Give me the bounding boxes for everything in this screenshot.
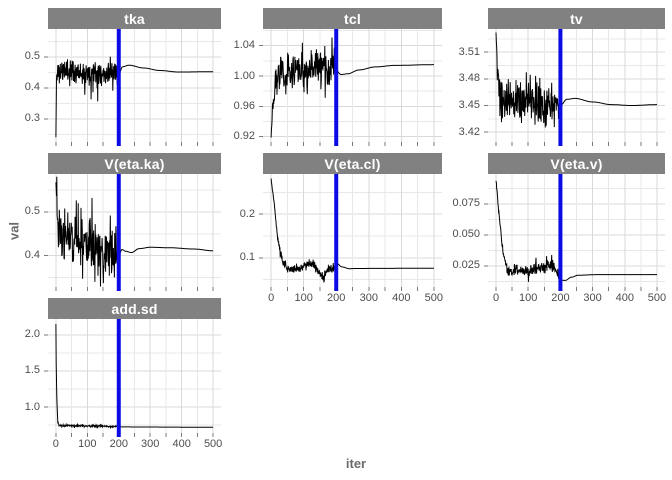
- facet-title: tv: [570, 10, 583, 27]
- x-tick-label: 300: [359, 292, 378, 304]
- y-tick-label: 0.4: [24, 81, 40, 94]
- y-tick-label: 3.42: [458, 125, 480, 138]
- plot-area: [484, 29, 665, 146]
- x-tick-label: 200: [551, 292, 570, 304]
- y-tick-label: 1.0: [24, 400, 40, 413]
- x-tick-label: 100: [78, 438, 97, 450]
- facet-strip: tka: [48, 8, 221, 29]
- gridlines: [263, 29, 442, 142]
- axis-ticks: [44, 211, 214, 291]
- trace-line: [495, 180, 657, 282]
- gridlines: [48, 319, 221, 433]
- plot-area: [44, 29, 221, 146]
- x-tick-label: 300: [141, 438, 160, 450]
- facet-strip: tv: [488, 8, 665, 29]
- y-tick-label: 1.00: [233, 69, 255, 82]
- x-tick-label: 300: [583, 292, 602, 304]
- y-tick-label: 1.04: [233, 39, 255, 52]
- plot-area: [259, 29, 442, 146]
- x-tick-label: 500: [647, 292, 667, 304]
- y-tick-label: 0.050: [452, 228, 480, 241]
- facet-title: V(eta.cl): [324, 155, 381, 172]
- y-tick-label: 0.025: [452, 259, 480, 272]
- facet-strip: V(eta.cl): [263, 153, 442, 174]
- facet-strip: add.sd: [48, 298, 221, 319]
- y-tick-label: 0.92: [233, 130, 255, 143]
- x-tick-label: 200: [109, 438, 128, 450]
- gridlines: [488, 29, 665, 142]
- x-tick-label: 400: [615, 292, 634, 304]
- facet-strip: V(eta.ka): [48, 153, 221, 174]
- y-tick-label: 0.5: [24, 50, 40, 63]
- trace-line: [55, 176, 214, 287]
- x-tick-label: 0: [52, 438, 59, 450]
- x-tick-label: 400: [172, 438, 191, 450]
- x-tick-label: 400: [392, 292, 411, 304]
- facet-title: tcl: [344, 10, 361, 27]
- y-tick-label: 0.5: [24, 205, 40, 218]
- axis-ticks: [44, 334, 214, 437]
- axis-ticks: [484, 51, 658, 146]
- facet-strip: V(eta.v): [488, 153, 665, 174]
- x-tick-label: 500: [203, 438, 223, 450]
- y-tick-label: 0.1: [239, 251, 255, 264]
- facet-title: V(eta.v): [550, 155, 603, 172]
- axis-ticks: [484, 203, 658, 291]
- x-tick-label: 100: [294, 292, 313, 304]
- x-axis-title: iter: [345, 456, 367, 471]
- y-tick-label: 1.5: [24, 364, 40, 377]
- x-tick-label: 100: [519, 292, 538, 304]
- y-tick-label: 0.96: [233, 99, 255, 112]
- facet-title: add.sd: [111, 300, 158, 317]
- x-tick-label: 0: [268, 292, 275, 304]
- trace-line: [495, 32, 657, 128]
- x-tick-label: 200: [327, 292, 346, 304]
- y-tick-label: 2.0: [24, 328, 40, 341]
- plot-area: [259, 174, 442, 291]
- plot-area: [44, 319, 221, 437]
- trace-line: [55, 324, 214, 430]
- axis-ticks: [259, 45, 435, 146]
- y-axis-title: val: [6, 221, 22, 241]
- facet-title: tka: [124, 10, 145, 27]
- y-tick-label: 3.51: [458, 45, 480, 58]
- y-tick-label: 0.3: [24, 112, 40, 125]
- facet-strip: tcl: [263, 8, 442, 29]
- trace-line: [270, 37, 434, 138]
- axis-ticks: [259, 213, 435, 291]
- y-tick-label: 3.48: [458, 72, 480, 85]
- trace-line: [270, 178, 434, 283]
- gridlines: [48, 29, 221, 142]
- y-tick-label: 3.45: [458, 99, 480, 112]
- gridlines: [48, 174, 221, 287]
- plot-area: [44, 174, 221, 291]
- x-tick-label: 0: [492, 292, 500, 304]
- trace-line: [55, 56, 214, 138]
- x-tick-label: 500: [424, 292, 444, 304]
- plot-area: [484, 174, 665, 291]
- y-tick-label: 0.2: [239, 207, 255, 220]
- y-tick-label: 0.075: [452, 197, 480, 210]
- facet-title: V(eta.ka): [104, 155, 165, 172]
- y-tick-label: 0.4: [24, 249, 40, 262]
